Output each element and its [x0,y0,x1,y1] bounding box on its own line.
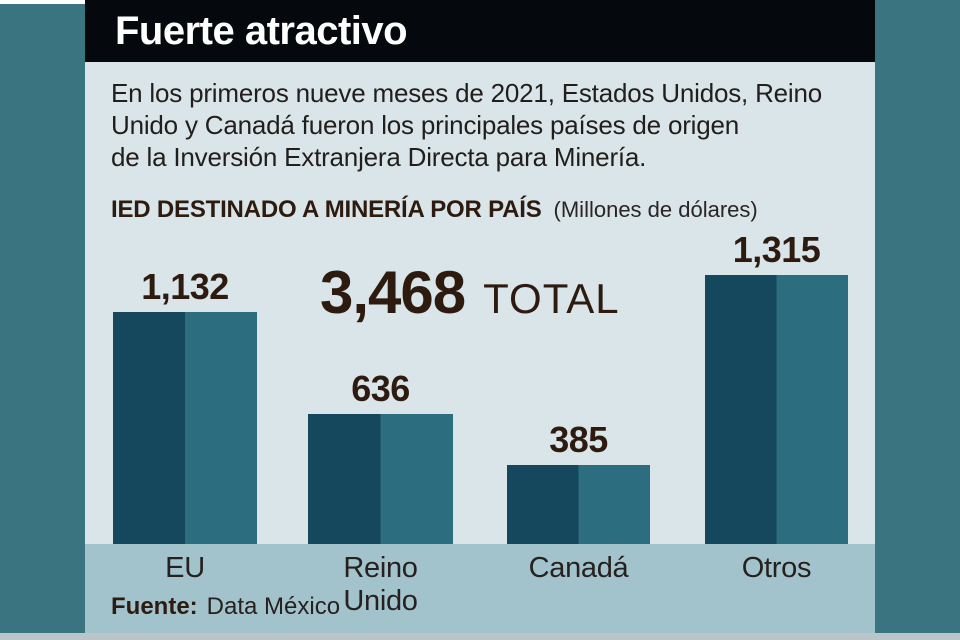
bar [705,275,848,544]
bar-group-reino-unido: 636 [308,371,453,544]
category-label: Reino Unido [343,552,418,617]
intro-line: En los primeros nueve meses de 2021, Est… [111,78,823,108]
total-row: 3,468 TOTAL [320,258,620,327]
bar-group-canada: 385 [507,422,650,544]
bar-value-label: 1,132 [141,266,229,307]
chart-units: (Millones de dólares) [553,197,758,222]
category-label: Otros [741,552,812,584]
intro-line: de la Inversión Extranjera Directa para … [111,142,647,172]
top-white-strip [0,0,85,4]
bar-value-label: 1,315 [732,229,821,270]
intro-paragraph: En los primeros nueve meses de 2021, Est… [111,77,822,173]
intro-line: Unido y Canadá fueron los principales pa… [111,110,740,140]
axis-strip [85,544,875,640]
bar [113,312,257,544]
headline: Fuerte atractivo [115,8,408,53]
category-label: EU [165,552,205,584]
total-value: 3,468 [320,259,466,326]
bar-value-label: 636 [351,368,410,409]
bar-group-eu: 1,132 [113,269,257,544]
bar-value-label: 385 [549,419,608,460]
header-bar: Fuerte atractivo [85,0,875,62]
chart-title: IED DESTINADO A MINERÍA POR PAÍS [111,196,542,223]
bottom-edge-strip [0,633,960,640]
chart-title-row: IED DESTINADO A MINERÍA POR PAÍS (Millon… [111,196,758,224]
bar [507,465,650,544]
source-note: Fuente: Data México [111,593,340,621]
bar [308,414,453,544]
total-label: TOTAL [483,275,620,322]
bar-group-otros: 1,315 [705,232,848,544]
category-label: Canadá [528,552,629,584]
source-label: Fuente: [111,593,198,620]
source-value: Data México [206,593,341,620]
